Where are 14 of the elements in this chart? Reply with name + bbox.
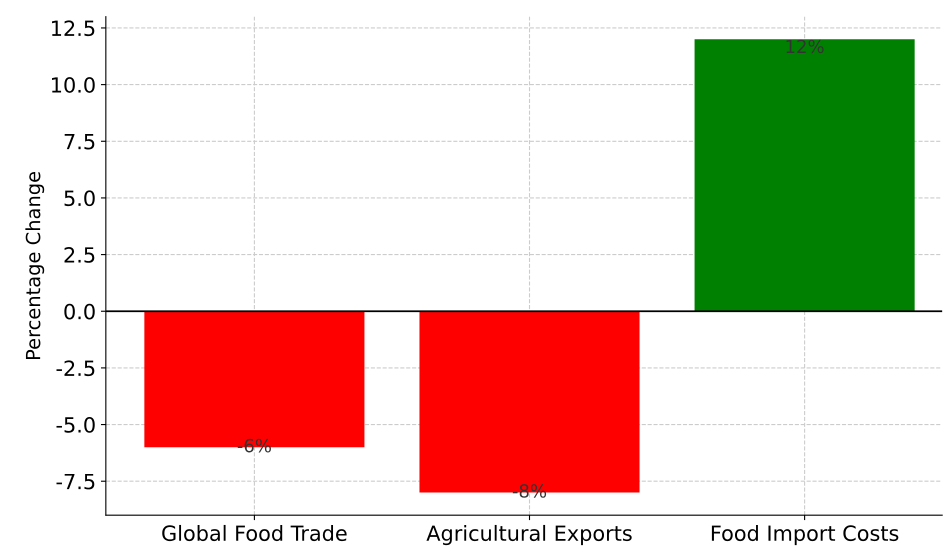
x-tick-label: Food Import Costs [712,524,898,546]
y-tick-label: 2.5 [64,247,94,263]
y-tick-label: 7.5 [64,134,94,150]
y-tick-label: 10.0 [52,77,95,93]
y-axis-title: Percentage Change [25,172,44,360]
y-tick-label: -5.0 [56,417,95,433]
y-tick-label: 5.0 [64,190,95,206]
y-tick-label: 0.0 [64,304,95,320]
y-tick-label: 12.5 [52,20,94,36]
y-tick-label: -2.5 [56,360,94,376]
y-tick-label: -7.5 [56,474,94,490]
x-tick-label: Global Food Trade [162,524,347,542]
data-label: 12% [786,40,824,54]
x-tick-label: Agricultural Exports [426,524,632,546]
